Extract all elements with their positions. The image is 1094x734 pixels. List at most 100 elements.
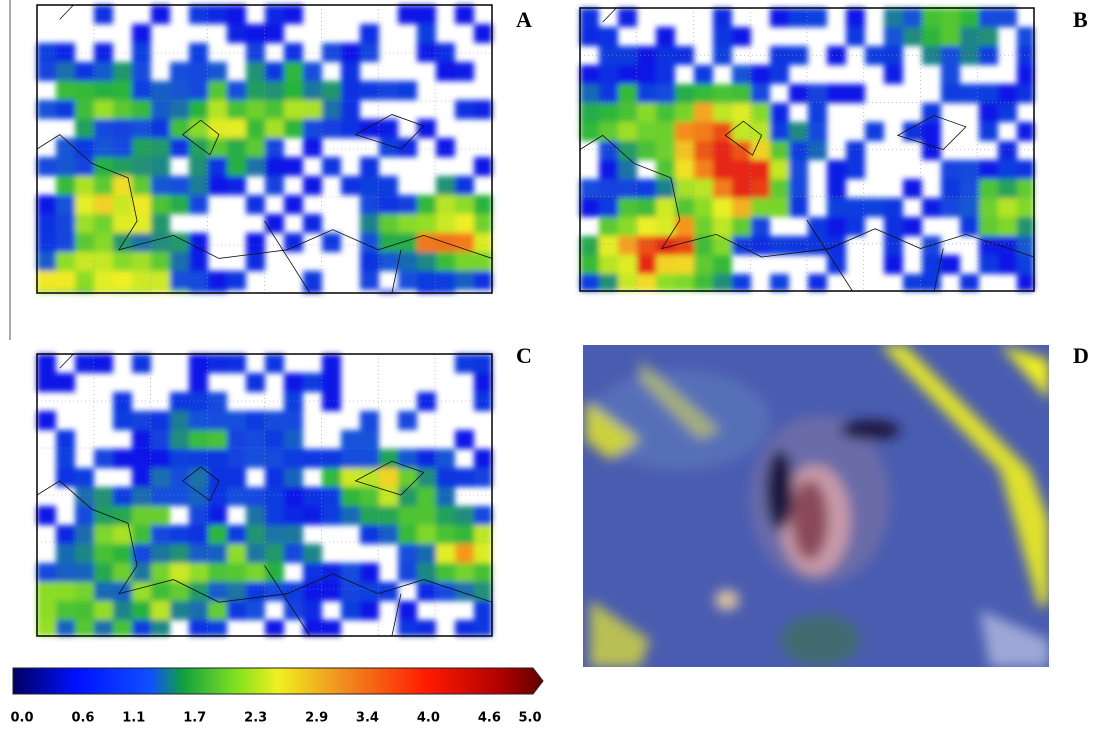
colorbar (13, 668, 543, 694)
field-cell (713, 179, 732, 198)
field-cell (37, 62, 56, 81)
field-cell (132, 138, 151, 157)
field-cell (132, 411, 151, 430)
field-cell (208, 430, 227, 449)
field-cell (151, 430, 170, 449)
field-cell (618, 84, 637, 103)
field-cell (284, 487, 303, 506)
field-cell (379, 81, 398, 100)
field-cell (208, 487, 227, 506)
field-cell (360, 449, 379, 468)
field-cell (322, 506, 341, 525)
field-cell (827, 46, 846, 65)
field-cell (227, 81, 246, 100)
field-cell (827, 217, 846, 236)
field-cell (979, 8, 998, 27)
field-cell (265, 449, 284, 468)
field-cell (751, 236, 770, 255)
field-cell (675, 236, 694, 255)
field-cell (56, 195, 75, 214)
field-cell (637, 198, 656, 217)
field-cell (170, 195, 189, 214)
field-cell (436, 544, 455, 563)
field-cell (94, 176, 113, 195)
field-cell (113, 601, 132, 620)
field-cell (189, 563, 208, 582)
field-cell (227, 176, 246, 195)
field-cell (903, 8, 922, 27)
field-cell (398, 5, 417, 24)
field-cell (75, 563, 94, 582)
field-cell (922, 122, 941, 141)
field-cell (265, 506, 284, 525)
field-cell (151, 195, 170, 214)
field-cell (322, 233, 341, 252)
field-cell (474, 373, 492, 392)
field-cell (189, 138, 208, 157)
field-cell (246, 100, 265, 119)
field-cell (637, 46, 656, 65)
colorbar-tick-label: 4.0 (417, 711, 440, 726)
field-cell (808, 274, 827, 291)
field-cell (455, 195, 474, 214)
field-cell (808, 236, 827, 255)
field-cell (208, 176, 227, 195)
field-cell (284, 195, 303, 214)
field-cell (751, 84, 770, 103)
field-cell (998, 8, 1017, 27)
field-cell (656, 217, 675, 236)
field-cell (284, 62, 303, 81)
field-cell (227, 487, 246, 506)
field-cell (998, 236, 1017, 255)
field-cell (360, 563, 379, 582)
field-cell (379, 582, 398, 601)
field-cell (132, 506, 151, 525)
field-cell (227, 138, 246, 157)
field-cell (455, 100, 474, 119)
field-cell (979, 46, 998, 65)
field-cell (960, 198, 979, 217)
field-cell (170, 449, 189, 468)
field-cell (94, 43, 113, 62)
field-cell (379, 252, 398, 271)
field-cell (770, 122, 789, 141)
field-cell (94, 271, 113, 290)
field-cell (189, 195, 208, 214)
field-cell (284, 233, 303, 252)
field-cell (979, 198, 998, 217)
field-cell (884, 198, 903, 217)
field-cell (580, 122, 599, 141)
field-cell (75, 582, 94, 601)
field-cell (227, 449, 246, 468)
field-cell (417, 487, 436, 506)
field-cell (341, 62, 360, 81)
field-cell (979, 179, 998, 198)
field-cell (455, 525, 474, 544)
field-cell (436, 468, 455, 487)
field-cell (303, 544, 322, 563)
field-cell (474, 563, 492, 582)
field-cell (37, 373, 56, 392)
field-cell (189, 430, 208, 449)
colorbar-tick-label: 4.6 (478, 711, 501, 726)
field-cell (455, 468, 474, 487)
field-cell (474, 233, 492, 252)
field-cell (189, 601, 208, 620)
field-cell (303, 449, 322, 468)
field-cell (151, 138, 170, 157)
field-cell (360, 195, 379, 214)
field-cell (580, 198, 599, 217)
field-cell (455, 354, 474, 373)
field-cell (770, 65, 789, 84)
field-cell (770, 46, 789, 65)
field-cell (656, 65, 675, 84)
field-cell (322, 487, 341, 506)
field-cell (322, 100, 341, 119)
field-cell (284, 119, 303, 138)
field-cell (75, 119, 94, 138)
field-cell (227, 468, 246, 487)
field-cell (284, 468, 303, 487)
field-cell (227, 271, 246, 290)
field-cell (903, 217, 922, 236)
field-cell (618, 274, 637, 291)
